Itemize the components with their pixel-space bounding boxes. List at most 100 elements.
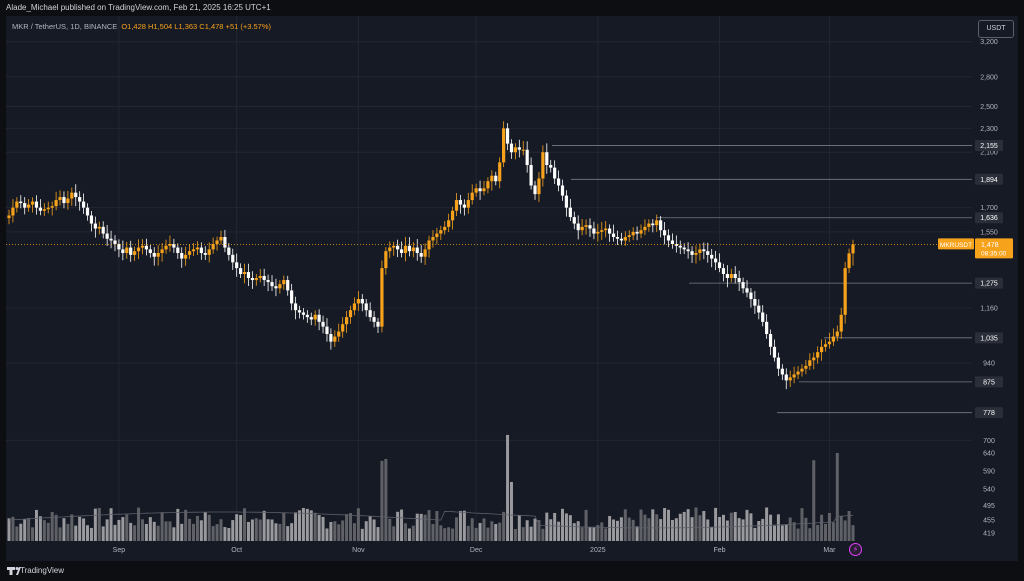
volume-bar: [140, 519, 144, 541]
volume-bar: [470, 518, 474, 541]
candle-body: [388, 247, 392, 252]
candle-body: [768, 334, 773, 347]
volume-bar: [419, 513, 423, 541]
candle-body: [125, 247, 129, 254]
volume-bar: [725, 520, 729, 541]
volume-bar: [305, 508, 309, 541]
volume-bar: [101, 526, 105, 541]
volume-bar: [215, 524, 219, 541]
candle-body: [136, 247, 141, 252]
candle-body: [631, 231, 635, 236]
candle-body: [431, 237, 435, 241]
candle-body: [325, 326, 329, 335]
volume-bar: [494, 524, 498, 541]
volume-bar: [301, 507, 305, 541]
candle-body: [706, 251, 710, 255]
candle-body: [345, 317, 349, 325]
volume-bar: [753, 527, 757, 541]
volume-bar: [392, 526, 396, 541]
chart-frame[interactable]: 3,200 2,800 2,500 2,300 2,100 1,700 1,550 1,160…: [6, 16, 1018, 561]
candle-body: [168, 244, 172, 246]
price-tick-label: 1,160: [980, 305, 998, 312]
volume-bar: [219, 519, 223, 541]
currency-button[interactable]: USDT: [978, 20, 1014, 38]
candle-body: [144, 245, 148, 250]
volume-bar: [596, 524, 600, 541]
candle-body: [348, 310, 353, 318]
volume-bar: [180, 523, 184, 541]
candle-body: [97, 226, 101, 229]
volume-bar: [250, 519, 254, 541]
candle-body: [517, 147, 521, 150]
volume-bar: [478, 522, 482, 541]
candle-body: [93, 223, 97, 229]
volume-bar: [749, 513, 753, 541]
volume-bar: [635, 526, 639, 541]
volume-bar: [521, 527, 525, 541]
volume-bar: [89, 527, 93, 541]
candle-body: [78, 197, 82, 202]
candle-body: [498, 162, 502, 182]
candle-body: [596, 231, 600, 234]
level-badge-label: 2,155: [980, 143, 998, 150]
candle-body: [407, 245, 412, 252]
volume-bar: [50, 512, 54, 541]
volume-bar: [243, 508, 247, 541]
candle-body: [337, 331, 341, 337]
volume-bar: [490, 521, 494, 541]
volume-bar: [113, 524, 117, 541]
candle-body: [109, 238, 113, 241]
candle-body: [180, 253, 184, 259]
volume-bar: [396, 511, 400, 541]
price-chart[interactable]: 3,200 2,800 2,500 2,300 2,100 1,700 1,550 1,160…: [6, 16, 1018, 561]
candle-body: [172, 244, 176, 248]
candle-body: [608, 228, 612, 234]
candle-body: [443, 226, 447, 231]
lightning-icon[interactable]: ⚡: [849, 543, 862, 556]
volume-bar: [341, 520, 345, 541]
candle-body: [533, 185, 537, 195]
candle-body: [639, 230, 643, 234]
price-tick-label: 2,800: [980, 74, 998, 81]
level-badge: [975, 407, 1003, 419]
candle-body: [666, 235, 671, 241]
candle-body: [509, 143, 514, 153]
candle-body: [305, 314, 309, 318]
price-tick-label: 3,200: [980, 39, 998, 46]
level-badge: [975, 277, 1003, 289]
volume-bar: [403, 523, 407, 541]
candle-body: [191, 249, 196, 252]
candle-body: [364, 303, 368, 311]
volume-bar: [509, 481, 513, 541]
candle-body: [30, 201, 35, 205]
volume-bar: [274, 523, 278, 541]
volume-bar: [847, 510, 851, 541]
candle-body: [278, 284, 282, 289]
candle-body: [611, 233, 616, 238]
volume-bar: [564, 513, 568, 541]
candle-body: [286, 280, 290, 291]
volume-bar: [246, 521, 250, 541]
volume-bar: [816, 525, 820, 541]
volume-bar: [788, 517, 792, 541]
candle-body: [690, 251, 694, 255]
candle-body: [564, 195, 569, 208]
symbol-badge-label: MKRUSDT: [940, 242, 972, 249]
candle-body: [42, 209, 46, 211]
candle-body: [788, 377, 792, 381]
candle-body: [494, 175, 498, 182]
candle-body: [282, 280, 286, 285]
volume-bar: [820, 514, 824, 541]
volume-bar: [11, 516, 15, 541]
volume-bar: [812, 460, 816, 541]
volume-bar: [270, 519, 274, 541]
time-tick-label: Feb: [713, 547, 725, 554]
volume-bar: [623, 509, 627, 541]
volume-bar: [313, 512, 317, 541]
volume-bar: [839, 516, 843, 541]
candle-body: [266, 280, 270, 283]
volume-bar: [70, 514, 74, 541]
volume-bar: [195, 515, 199, 541]
volume-bar: [46, 522, 50, 541]
tradingview-logo-icon[interactable]: [7, 566, 27, 576]
